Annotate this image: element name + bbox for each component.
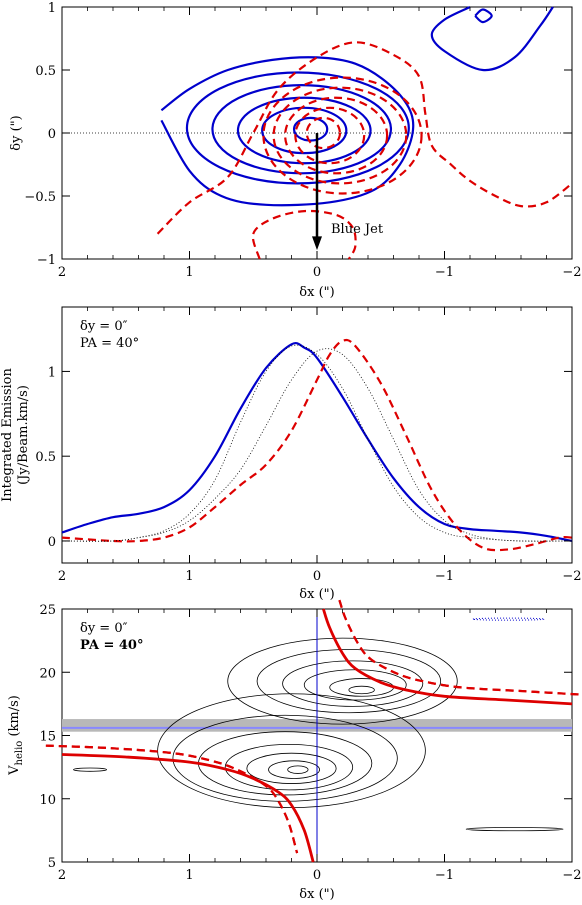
- top-contour-red-dashed: [294, 106, 366, 165]
- top-xtick-label: 2: [58, 265, 66, 280]
- bottom-xtick-label: −1: [435, 868, 454, 883]
- top-corner-contour-blue-solid: [430, 6, 554, 72]
- pv-contour: [198, 731, 373, 796]
- bottom-xtick-label: 2: [58, 868, 66, 883]
- top-contour-blue-solid: [261, 106, 348, 155]
- top-ylabel: δy ("): [9, 115, 24, 150]
- bottom-xtick-label: −2: [562, 868, 581, 883]
- pv-contour: [224, 743, 354, 791]
- top-contour-blue-solid: [292, 116, 329, 142]
- bottom-ytick-label: 5: [48, 856, 56, 871]
- middle-annotation-line2: PA = 40°: [80, 336, 139, 351]
- bottom-ytick-label: 15: [39, 730, 56, 745]
- pv-contour: [282, 660, 424, 707]
- middle-panel: 2 1 0 −1 −2 0 0.5 1: [35, 307, 582, 584]
- top-contour-red-dashed: [262, 76, 423, 195]
- middle-xtick-label: 1: [185, 569, 193, 584]
- top-small-loop-blue-solid: [474, 8, 493, 24]
- top-outer-contour-red-dashed: [156, 41, 573, 235]
- top-ytick-label: 0.5: [35, 64, 56, 79]
- top-contour-red-dashed: [305, 116, 342, 150]
- bottom-ytick-label: 20: [39, 666, 56, 681]
- pv-contour: [172, 714, 398, 802]
- middle-ylabel-line1: Integrated Emission: [0, 367, 15, 501]
- beam-ellipse: [472, 617, 545, 621]
- top-xtick-label: 1: [185, 265, 193, 280]
- bottom-ylabel-main: V: [7, 765, 22, 776]
- top-xtick-label: −1: [435, 265, 454, 280]
- bottom-annotation-line2: PA = 40°: [80, 638, 143, 653]
- top-contour-blue-solid: [211, 84, 393, 175]
- top-panel: 2 1 0 −1 −2 1 0.5 0 −0.5 −1: [24, 1, 581, 280]
- pv-contour: [348, 685, 375, 695]
- pv-model-branch-high-dashed: [338, 599, 582, 696]
- bottom-xlabel: δx ("): [299, 887, 334, 902]
- pv-contour: [256, 649, 442, 714]
- middle-ytick-label: 0.5: [35, 450, 56, 465]
- middle-xtick-label: 0: [313, 569, 321, 584]
- blue-jet-arrow-head: [312, 236, 322, 251]
- bottom-ytick-label: 25: [39, 603, 56, 618]
- top-outer-contour-blue-solid: [160, 56, 415, 207]
- top-ytick-label: 1: [48, 1, 56, 16]
- middle-xlabel: δx ("): [299, 587, 334, 602]
- top-lower-contour-red-dashed: [251, 209, 357, 260]
- pv-model-branch-high: [322, 608, 573, 706]
- pv-model-branch-low-dashed: [45, 744, 299, 854]
- middle-ytick-label: 1: [48, 365, 56, 380]
- top-ytick-label: −0.5: [24, 190, 56, 205]
- top-xlabel: δx ("): [299, 285, 334, 300]
- pv-contour: [246, 752, 337, 784]
- top-xtick-label: 0: [313, 265, 321, 280]
- middle-ytick-label: 0: [48, 535, 56, 550]
- top-ytick-label: 0: [48, 127, 56, 142]
- top-contour-blue-solid: [236, 96, 372, 165]
- pv-contour: [227, 637, 458, 725]
- bottom-ylabel: Vhelio (km/s): [7, 695, 25, 776]
- middle-series-blue-solid-0: [61, 341, 573, 543]
- middle-series-black-dotted-3: [61, 348, 573, 542]
- pv-contour: [73, 767, 108, 772]
- bottom-xtick-label: 1: [185, 868, 193, 883]
- bottom-xtick-label: 0: [313, 868, 321, 883]
- pv-contour: [287, 765, 309, 774]
- middle-ylabel-line2: (Jy/Beam.km/s): [16, 385, 31, 485]
- bottom-ylabel-sub: helio: [14, 741, 25, 766]
- top-xtick-label: −2: [562, 265, 581, 280]
- pv-model-branch-low-dashed: [45, 744, 299, 854]
- middle-annotation-line1: δy = 0″: [80, 319, 128, 334]
- middle-xtick-label: −2: [562, 569, 581, 584]
- bottom-annotation-line1: δy = 0″: [80, 621, 128, 636]
- top-annotation: Blue Jet: [331, 222, 384, 237]
- top-ytick-label: −1: [37, 253, 56, 268]
- pv-contour: [268, 760, 320, 779]
- pv-contour: [157, 693, 426, 809]
- pv-contour: [465, 827, 564, 832]
- pv-model-branch-low: [61, 753, 315, 863]
- top-contour-blue-solid: [185, 71, 410, 185]
- middle-series-red-dashed-1: [61, 338, 573, 552]
- bottom-ytick-label: 10: [39, 793, 56, 808]
- top-contour-red-dashed: [284, 96, 389, 175]
- middle-series-black-dotted-2: [61, 344, 573, 542]
- middle-xtick-label: 2: [58, 569, 66, 584]
- middle-xtick-label: −1: [435, 569, 454, 584]
- bottom-ylabel-unit: (km/s): [7, 695, 22, 741]
